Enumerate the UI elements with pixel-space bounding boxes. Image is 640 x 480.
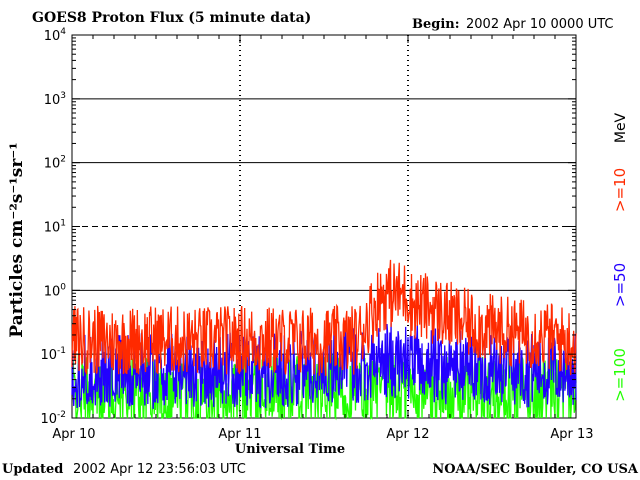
series-line-ge10 — [71, 259, 577, 376]
legend: >=10 >=50 >=100 MeV — [611, 112, 629, 401]
y-tick-label: 101 — [44, 219, 66, 236]
x-axis-label: Universal Time — [235, 442, 345, 457]
updated-label: Updated — [2, 462, 63, 477]
y-tick-label: 100 — [44, 282, 67, 299]
legend-ge100: >=100 — [611, 348, 629, 402]
updated-value: 2002 Apr 12 23:56:03 UTC — [73, 462, 246, 477]
legend-units: MeV — [613, 112, 629, 143]
chart-title: GOES8 Proton Flux (5 minute data) — [32, 10, 311, 26]
series-line-ge50 — [71, 322, 577, 409]
y-ticks: 10-2 10-1 100 101 102 103 104 — [40, 27, 576, 427]
y-tick-label: 10-1 — [40, 346, 66, 363]
legend-ge10: >=10 — [611, 168, 629, 212]
x-tick-label: Apr 13 — [550, 427, 593, 442]
source-credit: NOAA/SEC Boulder, CO USA — [432, 462, 639, 477]
x-tick-label: Apr 10 — [52, 427, 95, 442]
begin-value: 2002 Apr 10 0000 UTC — [466, 17, 614, 32]
y-tick-label: 104 — [44, 27, 67, 44]
legend-ge50: >=50 — [611, 263, 629, 307]
y-axis-label: Particles cm⁻²s⁻¹sr⁻¹ — [7, 142, 27, 337]
y-tick-label: 102 — [44, 155, 66, 172]
x-tick-label: Apr 12 — [386, 427, 429, 442]
x-ticks: Apr 10 Apr 11 Apr 12 Apr 13 — [52, 35, 594, 442]
x-tick-label: Apr 11 — [218, 427, 261, 442]
y-tick-label: 103 — [44, 91, 66, 108]
series-layer — [71, 259, 577, 421]
y-tick-label: 10-2 — [40, 410, 66, 427]
begin-label: Begin: — [412, 17, 460, 32]
